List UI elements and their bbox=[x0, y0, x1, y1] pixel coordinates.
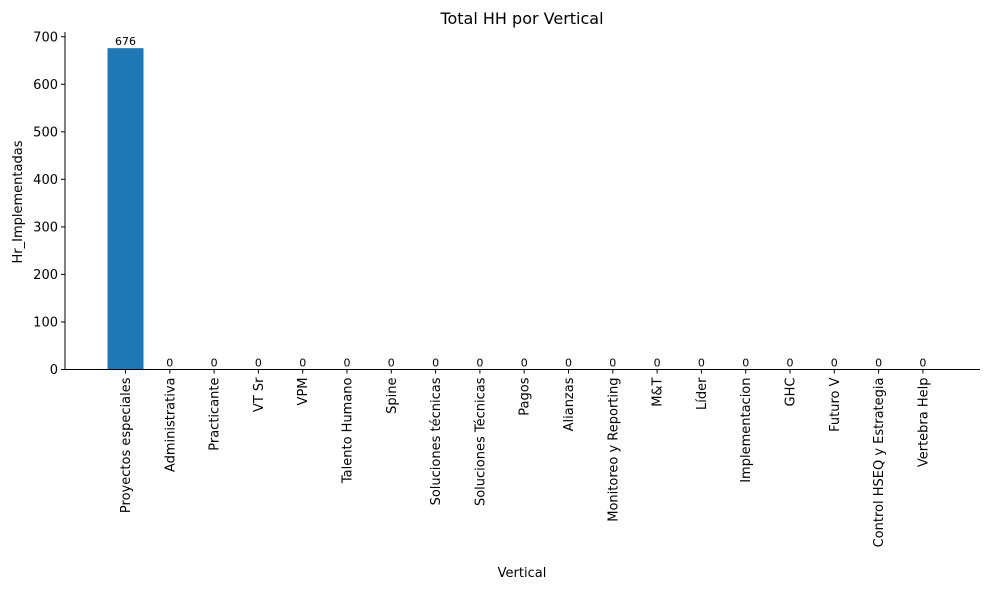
x-tick-label: Practicante bbox=[208, 378, 223, 451]
bar-data-label: 0 bbox=[919, 357, 926, 370]
y-tick-label: 300 bbox=[33, 220, 58, 235]
bar-data-label: 0 bbox=[831, 357, 838, 370]
x-tick-label: Soluciones Técnicas bbox=[473, 377, 488, 506]
x-tick-label: M&T bbox=[651, 377, 666, 406]
x-tick-label: VT Sr bbox=[252, 377, 267, 412]
y-tick-label: 500 bbox=[33, 125, 58, 140]
bar-data-label: 0 bbox=[742, 357, 749, 370]
x-tick-label: Administrativa bbox=[163, 378, 178, 473]
x-tick-label: Futuro V bbox=[828, 377, 843, 431]
x-tick-label: Monitoreo y Reporting bbox=[606, 378, 621, 522]
bar-data-label: 0 bbox=[211, 357, 218, 370]
x-tick-label: Implementacion bbox=[739, 378, 754, 483]
x-tick-label: Proyectos especiales bbox=[119, 377, 134, 513]
bar-data-label: 0 bbox=[388, 357, 395, 370]
y-tick-label: 200 bbox=[33, 268, 58, 283]
bar-data-label: 0 bbox=[476, 357, 483, 370]
bar-data-label: 0 bbox=[565, 357, 572, 370]
x-axis-ticks: Proyectos especiales Administrativa Practi… bbox=[119, 369, 931, 548]
bar-data-label: 676 bbox=[115, 35, 136, 48]
bar-data-label: 0 bbox=[166, 357, 173, 370]
x-axis-label: Vertical bbox=[498, 566, 547, 581]
bar-data-label: 0 bbox=[654, 357, 661, 370]
x-tick-label: Líder bbox=[695, 377, 710, 410]
bar-data-label: 0 bbox=[787, 357, 794, 370]
bar-data-label: 0 bbox=[609, 357, 616, 370]
chart-title: Total HH por Vertical bbox=[439, 9, 603, 28]
bar-data-label: 0 bbox=[432, 357, 439, 370]
bar-data-label: 0 bbox=[875, 357, 882, 370]
y-axis-label: Hr_Implementadas bbox=[11, 140, 26, 263]
y-tick-label: 700 bbox=[33, 30, 58, 45]
x-tick-label: Pagos bbox=[518, 377, 533, 415]
y-axis-ticks: 0 100 200 300 400 500 600 700 bbox=[33, 30, 65, 378]
bar-data-label: 0 bbox=[698, 357, 705, 370]
bar-data-label: 0 bbox=[299, 357, 306, 370]
bar-data-label: 0 bbox=[521, 357, 528, 370]
bar-labels: 676 0 0 0 0 0 0 0 0 0 0 0 0 0 0 0 0 0 0 bbox=[115, 35, 926, 369]
x-tick-label: Control HSEQ y Estrategia bbox=[872, 378, 887, 548]
x-tick-label: Talento Humano bbox=[341, 377, 356, 484]
x-tick-label: Spine bbox=[385, 378, 400, 414]
x-tick-label: VPM bbox=[296, 378, 311, 406]
bar bbox=[107, 48, 144, 370]
bars bbox=[107, 48, 144, 370]
x-tick-label: Alianzas bbox=[562, 377, 577, 431]
bar-data-label: 0 bbox=[344, 357, 351, 370]
x-tick-label: GHC bbox=[784, 378, 799, 407]
x-tick-label: Vertebra Help bbox=[916, 378, 931, 468]
y-tick-label: 600 bbox=[33, 78, 58, 93]
y-tick-label: 0 bbox=[50, 363, 58, 378]
x-tick-label: Soluciones técnicas bbox=[429, 377, 444, 505]
bar-data-label: 0 bbox=[255, 357, 262, 370]
y-tick-label: 400 bbox=[33, 173, 58, 188]
y-tick-label: 100 bbox=[33, 315, 58, 330]
